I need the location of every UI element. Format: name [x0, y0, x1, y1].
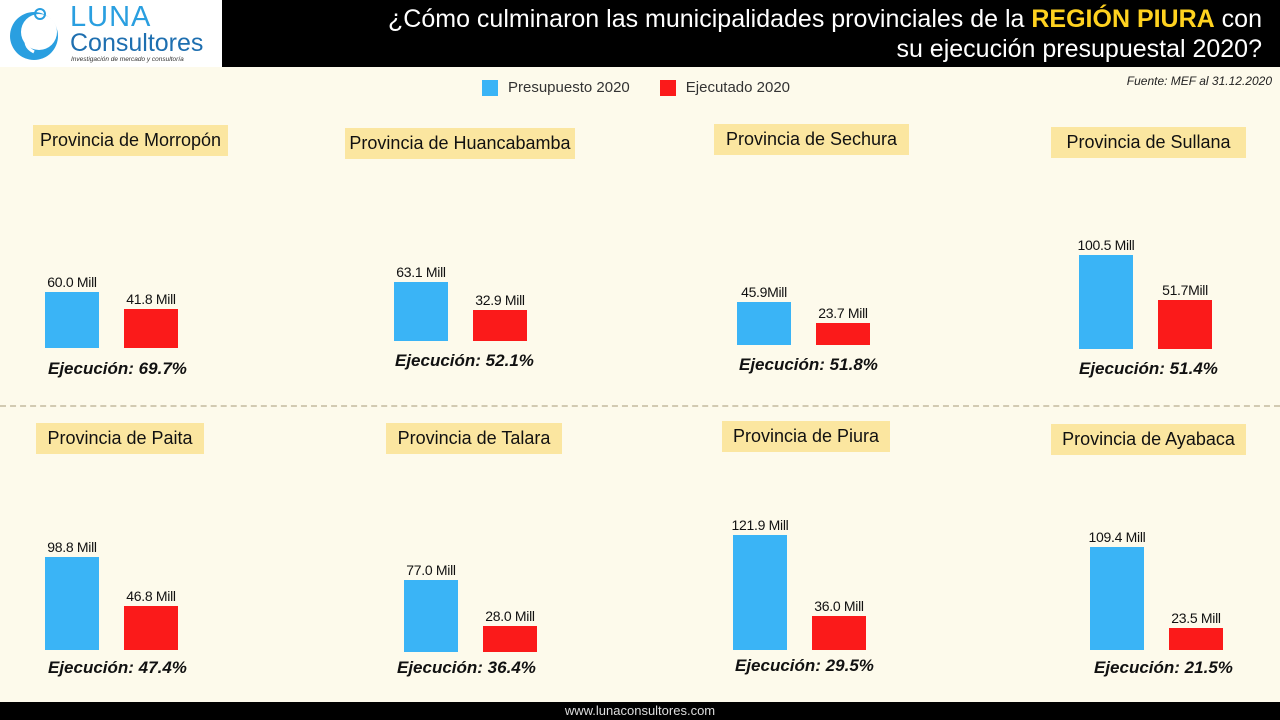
bar-budget[interactable]	[1079, 254, 1133, 349]
bar-executed[interactable]	[812, 616, 866, 650]
execution-rate: Ejecución: 47.4%	[48, 658, 187, 677]
execution-rate: Ejecución: 51.4%	[1079, 359, 1218, 378]
execution-rate: Ejecución: 21.5%	[1094, 658, 1233, 677]
execution-rate: Ejecución: 29.5%	[735, 656, 874, 675]
value-label-executed: 46.8 Mill	[126, 588, 176, 604]
value-label-budget: 98.8 Mill	[47, 539, 97, 556]
legend: Presupuesto 2020 Ejecutado 2020	[482, 79, 820, 96]
bar-executed[interactable]	[1158, 300, 1212, 349]
value-label-executed: 23.7 Mill	[818, 304, 868, 321]
source-note: Fuente: MEF al 31.12.2020	[1126, 74, 1272, 88]
execution-rate: Ejecución: 69.7%	[48, 359, 187, 378]
value-label-executed: 23.5 Mill	[1171, 609, 1221, 626]
title-part2: con	[1214, 5, 1262, 33]
luna-logo-icon	[10, 8, 58, 60]
value-label-executed: 51.7Mill	[1162, 282, 1208, 299]
bar-executed[interactable]	[816, 322, 870, 345]
panel-title: Provincia de Ayabaca	[1051, 424, 1246, 455]
bar-budget[interactable]	[737, 301, 791, 345]
legend-swatch-executed	[659, 79, 676, 96]
execution-rate: Ejecución: 52.1%	[395, 351, 534, 370]
value-label-executed: 32.9 Mill	[475, 292, 525, 309]
value-label-budget: 60.0 Mill	[47, 273, 97, 290]
bar-budget[interactable]	[45, 557, 99, 650]
logo-tagline: Investigación de mercado y consultoría	[71, 56, 184, 63]
panel-title: Provincia de Piura	[722, 421, 890, 452]
value-label-budget: 45.9Mill	[741, 283, 787, 300]
execution-rate: Ejecución: 51.8%	[739, 355, 878, 374]
panel-title: Provincia de Paita	[36, 423, 204, 454]
legend-swatch-budget	[482, 79, 498, 96]
legend-label-budget: Presupuesto 2020	[508, 79, 630, 96]
logo-luna-text: LUNA	[70, 1, 152, 33]
value-label-budget: 121.9 Mill	[731, 517, 789, 534]
legend-item-executed: Ejecutado 2020	[659, 79, 791, 96]
bar-budget[interactable]	[1090, 547, 1144, 650]
page-title: ¿Cómo culminaron las municipalidades pro…	[232, 4, 1262, 64]
panel-title: Provincia de Sullana	[1051, 127, 1246, 158]
value-label-budget: 77.0 Mill	[406, 561, 456, 578]
title-highlight: REGIÓN PIURA	[1031, 5, 1215, 33]
title-part1: ¿Cómo culminaron las municipalidades pro…	[388, 5, 1032, 33]
value-label-executed: 28.0 Mill	[485, 607, 535, 624]
bar-executed[interactable]	[124, 606, 178, 650]
bar-executed[interactable]	[483, 625, 537, 652]
bar-executed[interactable]	[1169, 627, 1223, 650]
panel-title: Provincia de Huancabamba	[345, 128, 575, 159]
bar-budget[interactable]	[733, 535, 787, 650]
bar-executed[interactable]	[124, 308, 178, 348]
legend-item-budget: Presupuesto 2020	[482, 79, 630, 96]
value-label-budget: 109.4 Mill	[1088, 529, 1146, 546]
panel-title: Provincia de Talara	[386, 423, 562, 454]
title-line2: su ejecución presupuestal 2020?	[896, 35, 1262, 63]
row-divider	[0, 405, 1280, 407]
bar-executed[interactable]	[473, 310, 527, 341]
bar-budget[interactable]	[45, 291, 99, 348]
footer-url[interactable]: www.lunaconsultores.com	[0, 702, 1280, 720]
panel-title: Provincia de Sechura	[714, 124, 909, 155]
legend-label-executed: Ejecutado 2020	[685, 79, 791, 96]
logo-consultores-text: Consultores	[70, 29, 204, 57]
value-label-budget: 100.5 Mill	[1077, 236, 1135, 253]
value-label-executed: 41.8 Mill	[126, 290, 176, 307]
header: LUNA Consultores Investigación de mercad…	[0, 0, 1280, 67]
panel-title: Provincia de Morropón	[33, 125, 228, 156]
bar-budget[interactable]	[394, 281, 448, 341]
execution-rate: Ejecución: 36.4%	[397, 658, 536, 677]
value-label-budget: 63.1 Mill	[396, 263, 446, 280]
bar-budget[interactable]	[404, 579, 458, 652]
logo[interactable]: LUNA Consultores Investigación de mercad…	[0, 0, 222, 67]
value-label-executed: 36.0 Mill	[814, 598, 864, 615]
